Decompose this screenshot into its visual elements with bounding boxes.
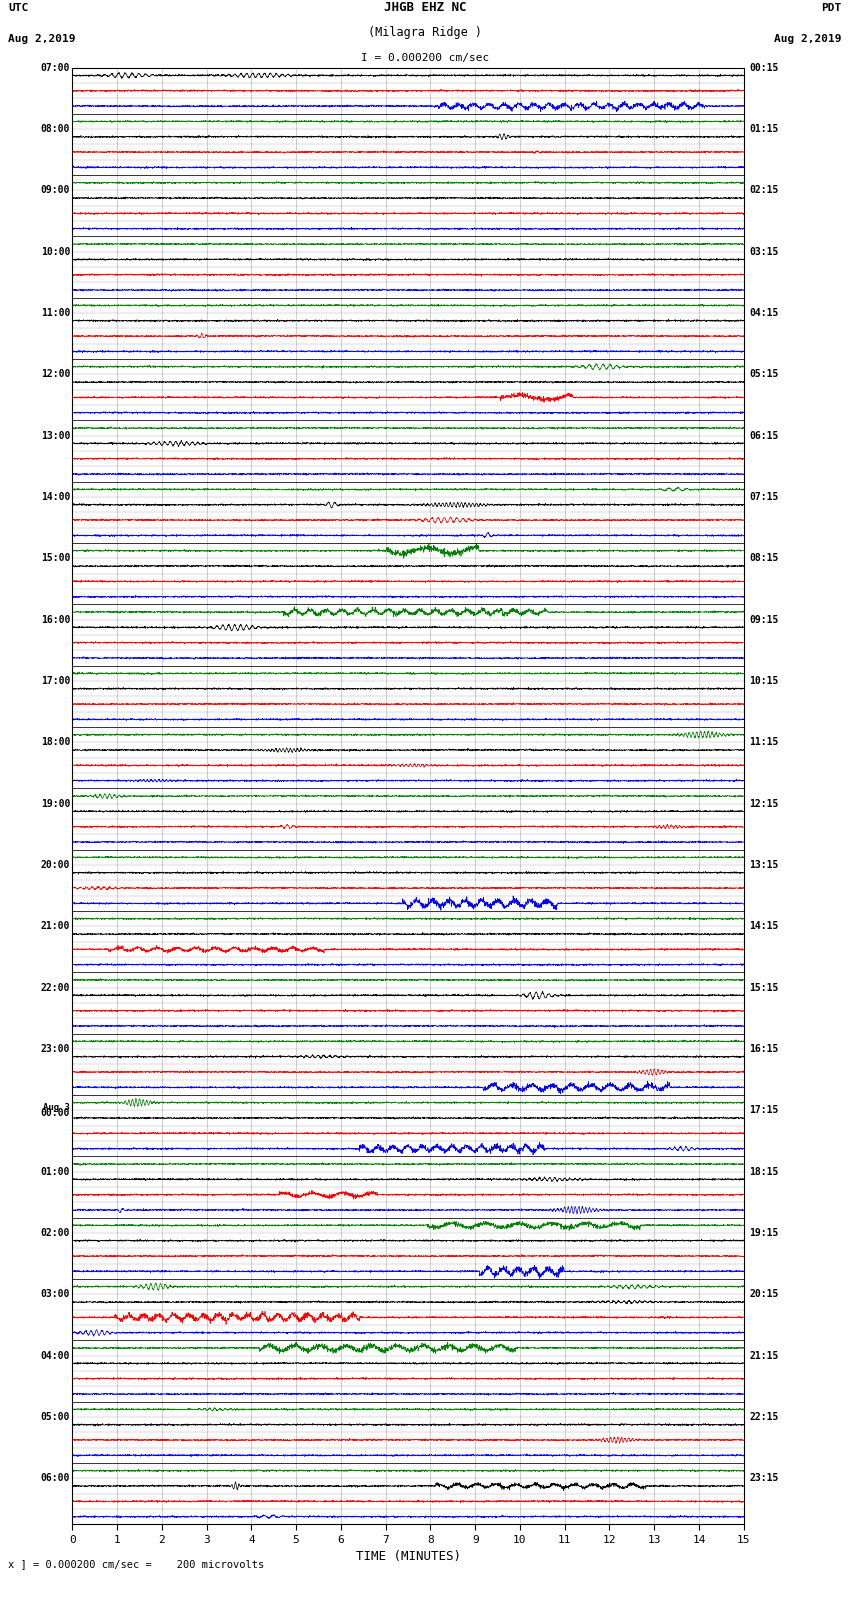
Text: 07:15: 07:15 [749,492,779,502]
Text: 20:00: 20:00 [41,860,70,869]
Text: 22:15: 22:15 [749,1411,779,1423]
Text: JHGB EHZ NC: JHGB EHZ NC [383,0,467,13]
Text: 11:00: 11:00 [41,308,70,318]
Text: 03:15: 03:15 [749,247,779,256]
Text: 15:00: 15:00 [41,553,70,563]
Text: 13:00: 13:00 [41,431,70,440]
Text: 16:00: 16:00 [41,615,70,624]
Text: 06:15: 06:15 [749,431,779,440]
Text: (Milagra Ridge ): (Milagra Ridge ) [368,26,482,39]
Text: 10:15: 10:15 [749,676,779,686]
Text: 01:15: 01:15 [749,124,779,134]
Text: 00:15: 00:15 [749,63,779,73]
Text: 13:15: 13:15 [749,860,779,869]
Text: 08:00: 08:00 [41,124,70,134]
Text: 21:15: 21:15 [749,1350,779,1361]
Text: 03:00: 03:00 [41,1289,70,1300]
Text: UTC: UTC [8,3,29,13]
Text: 22:00: 22:00 [41,982,70,992]
Text: 02:00: 02:00 [41,1227,70,1237]
Text: 02:15: 02:15 [749,185,779,195]
Text: 23:00: 23:00 [41,1044,70,1053]
Text: 04:15: 04:15 [749,308,779,318]
Text: 17:15: 17:15 [749,1105,779,1115]
Text: 09:15: 09:15 [749,615,779,624]
Text: 00:00: 00:00 [41,1108,70,1118]
Text: 17:00: 17:00 [41,676,70,686]
Text: 12:00: 12:00 [41,369,70,379]
Text: 01:00: 01:00 [41,1166,70,1176]
Text: 14:00: 14:00 [41,492,70,502]
Text: 20:15: 20:15 [749,1289,779,1300]
Text: 09:00: 09:00 [41,185,70,195]
Text: 07:00: 07:00 [41,63,70,73]
Text: 04:00: 04:00 [41,1350,70,1361]
Text: 21:00: 21:00 [41,921,70,931]
Text: 06:00: 06:00 [41,1473,70,1484]
Text: 14:15: 14:15 [749,921,779,931]
Text: 15:15: 15:15 [749,982,779,992]
Text: 05:15: 05:15 [749,369,779,379]
Text: 10:00: 10:00 [41,247,70,256]
Text: 11:15: 11:15 [749,737,779,747]
Text: 19:15: 19:15 [749,1227,779,1237]
Text: I = 0.000200 cm/sec: I = 0.000200 cm/sec [361,53,489,63]
Text: 08:15: 08:15 [749,553,779,563]
Text: 23:15: 23:15 [749,1473,779,1484]
Text: x ] = 0.000200 cm/sec =    200 microvolts: x ] = 0.000200 cm/sec = 200 microvolts [8,1560,264,1569]
Text: Aug 3: Aug 3 [43,1103,70,1111]
Text: 12:15: 12:15 [749,798,779,808]
Text: 18:00: 18:00 [41,737,70,747]
Text: PDT: PDT [821,3,842,13]
Text: 19:00: 19:00 [41,798,70,808]
X-axis label: TIME (MINUTES): TIME (MINUTES) [355,1550,461,1563]
Text: 16:15: 16:15 [749,1044,779,1053]
Text: 05:00: 05:00 [41,1411,70,1423]
Text: 18:15: 18:15 [749,1166,779,1176]
Text: Aug 2,2019: Aug 2,2019 [8,34,76,44]
Text: Aug 2,2019: Aug 2,2019 [774,34,842,44]
